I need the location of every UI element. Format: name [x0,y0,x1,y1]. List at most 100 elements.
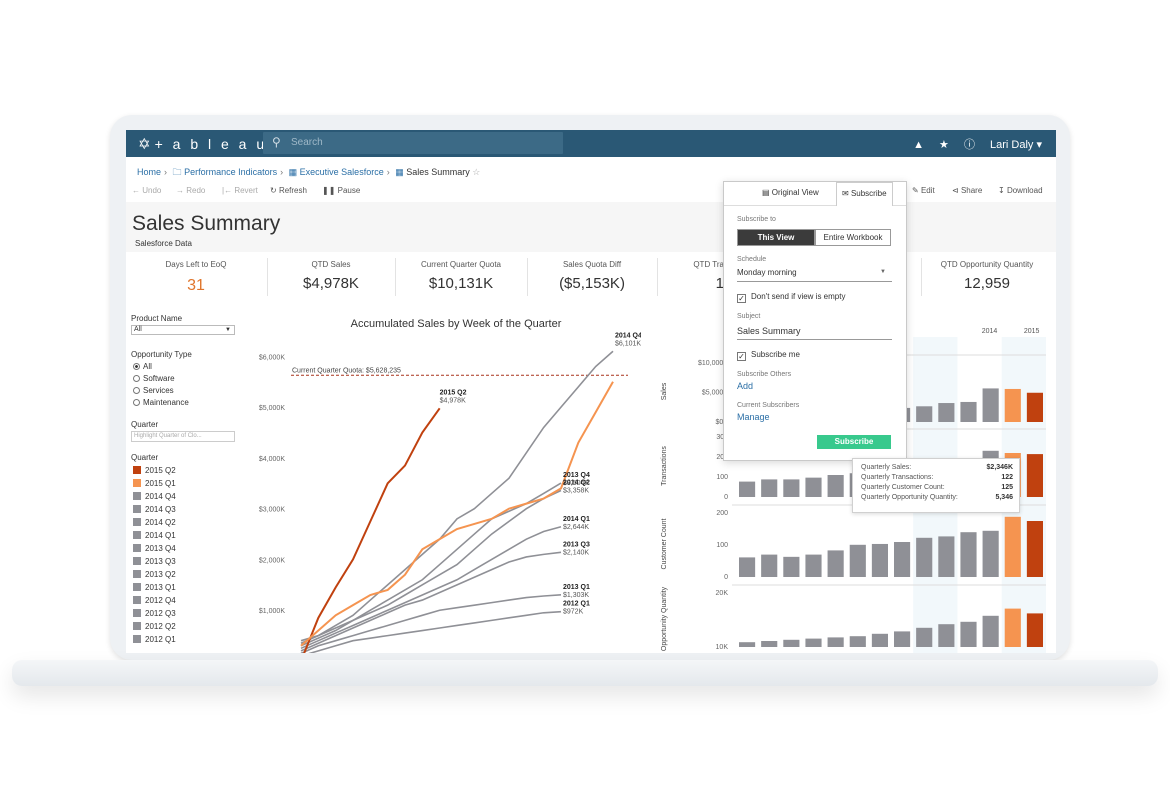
legend-item[interactable]: 2014 Q2 [133,518,176,527]
undo-button[interactable]: ← Undo [132,186,162,195]
y-tick-label: $5,000K [259,405,285,412]
tooltip-row: Quarterly Sales: $2,346K [861,464,1013,471]
bar [871,633,888,647]
opp-type-radio-software[interactable]: Software [133,374,175,383]
search-bar[interactable]: ⚲ Search [263,132,563,154]
panel-y-label: Sales [661,382,668,400]
bar [805,554,822,577]
manage-subscribers-link[interactable]: Manage [737,412,770,422]
legend-item[interactable]: 2013 Q3 [133,557,176,566]
bar [960,401,977,422]
series-end-value: $3,504K [563,480,589,487]
legend-item[interactable]: 2012 Q1 [133,635,176,644]
panel-y-label: Customer Count [661,518,668,569]
download-button[interactable]: ↧ Download [998,186,1043,195]
series-line-2015-q1 [300,381,614,647]
legend-item[interactable]: 2013 Q2 [133,570,176,579]
bar [982,615,999,647]
kpi-divider [395,258,396,296]
redo-button[interactable]: → Redo [176,186,206,195]
share-button[interactable]: ⊲ Share [952,186,983,195]
kpi-qtd-sales: QTD Sales $4,978K [303,260,359,292]
subscribe-button[interactable]: Subscribe [817,435,891,449]
favorites-star-icon[interactable]: ★ [939,139,949,151]
product-select[interactable]: All ▼ [131,325,235,335]
legend-label: 2013 Q1 [145,583,176,592]
tableau-logo[interactable]: ✡ + a b l e a u [138,135,267,153]
bar [1026,392,1043,422]
series-end-label: 2013 Q3 [563,541,590,548]
opp-type-radio-services[interactable]: Services [133,386,174,395]
tooltip-row: Quarterly Opportunity Quantity: 5,346 [861,494,1013,501]
bar [805,477,822,497]
legend-item[interactable]: 2014 Q3 [133,505,176,514]
revert-button[interactable]: |← Revert [222,186,258,195]
refresh-button[interactable]: ↻ Refresh [270,186,307,195]
bar [783,556,800,577]
opp-type-radio-maintenance[interactable]: Maintenance [133,398,189,407]
bar [894,542,911,577]
kpi-divider [527,258,528,296]
alert-icon[interactable]: ▲ [913,139,924,151]
legend-swatch [133,544,141,552]
favorite-star-icon[interactable]: ☆ [472,167,481,177]
opp-type-radio-all[interactable]: All [133,362,152,371]
legend-item[interactable]: 2012 Q2 [133,622,176,631]
opp-type-label: Opportunity Type [131,350,192,359]
legend-item[interactable]: 2013 Q4 [133,544,176,553]
legend-item[interactable]: 2015 Q1 [133,479,176,488]
info-icon[interactable]: ⓘ [963,139,975,151]
legend-label: 2015 Q1 [145,479,176,488]
legend-item[interactable]: 2014 Q1 [133,531,176,540]
bar [938,536,955,577]
subscribe-me-checkbox[interactable]: ✓ Subscribe me [737,350,800,361]
search-input[interactable]: Search [291,137,323,148]
product-filter-label: Product Name [131,314,183,323]
y-tick-label: $6,000K [259,354,285,361]
breadcrumb: Home › 🗀 Performance Indicators › ▦ Execut… [137,165,480,181]
pause-button[interactable]: ❚❚ Pause [322,186,361,195]
legend-label: 2012 Q4 [145,596,176,605]
series-end-label: 2013 Q1 [563,584,590,591]
legend-item[interactable]: 2012 Q3 [133,609,176,618]
subscribe-tab[interactable]: ✉ Subscribe [836,182,893,206]
device-base [12,660,1158,686]
panel-tick-label: 0 [724,574,728,581]
schedule-select[interactable]: Monday morning [737,268,797,277]
chevron-right-icon: › [280,167,284,177]
edit-button[interactable]: ✎ Edit [912,186,935,195]
panel-tick-label: $0K [716,419,729,426]
legend-item[interactable]: 2013 Q1 [133,583,176,592]
original-view-button[interactable]: ▤ Original View [762,188,819,197]
legend-item[interactable]: 2015 Q2 [133,466,176,475]
crumb-workbook[interactable]: Executive Salesforce [299,167,384,177]
dont-send-checkbox[interactable]: ✓ Don't send if view is empty [737,292,846,303]
logo-text: + a b l e a u [154,136,268,152]
page-subtitle: Salesforce Data [135,239,192,248]
bar [805,638,822,647]
bar [827,475,844,497]
subject-input[interactable]: Sales Summary [737,326,801,336]
add-subscriber-link[interactable]: Add [737,381,754,391]
series-end-label: 2014 Q2 [563,480,590,487]
schedule-label: Schedule [737,256,767,263]
quarter-highlight-input[interactable]: Highlight Quarter of Clo... [131,431,235,442]
bar [739,481,756,497]
quarter-highlight-label: Quarter [131,420,159,429]
legend-item[interactable]: 2014 Q4 [133,492,176,501]
legend-swatch [133,635,141,643]
entire-workbook-option[interactable]: Entire Workbook [815,229,891,246]
user-menu[interactable]: Lari Daly ▾ [990,139,1042,151]
checkmark-icon: ✓ [737,294,746,303]
tableau-window: ✡ + a b l e a u ⚲ Search ▲ ★ ⓘ Lari Daly … [126,130,1056,653]
series-end-value: $2,644K [563,524,589,531]
bar [916,627,933,647]
bar [982,530,999,577]
legend-label: 2013 Q3 [145,557,176,566]
crumb-project[interactable]: Performance Indicators [184,167,278,177]
chart-title: Accumulated Sales by Week of the Quarter [351,318,562,330]
crumb-home[interactable]: Home [137,167,162,177]
legend-item[interactable]: 2012 Q4 [133,596,176,605]
this-view-option[interactable]: This View [737,229,815,246]
kpi-divider [921,258,922,296]
